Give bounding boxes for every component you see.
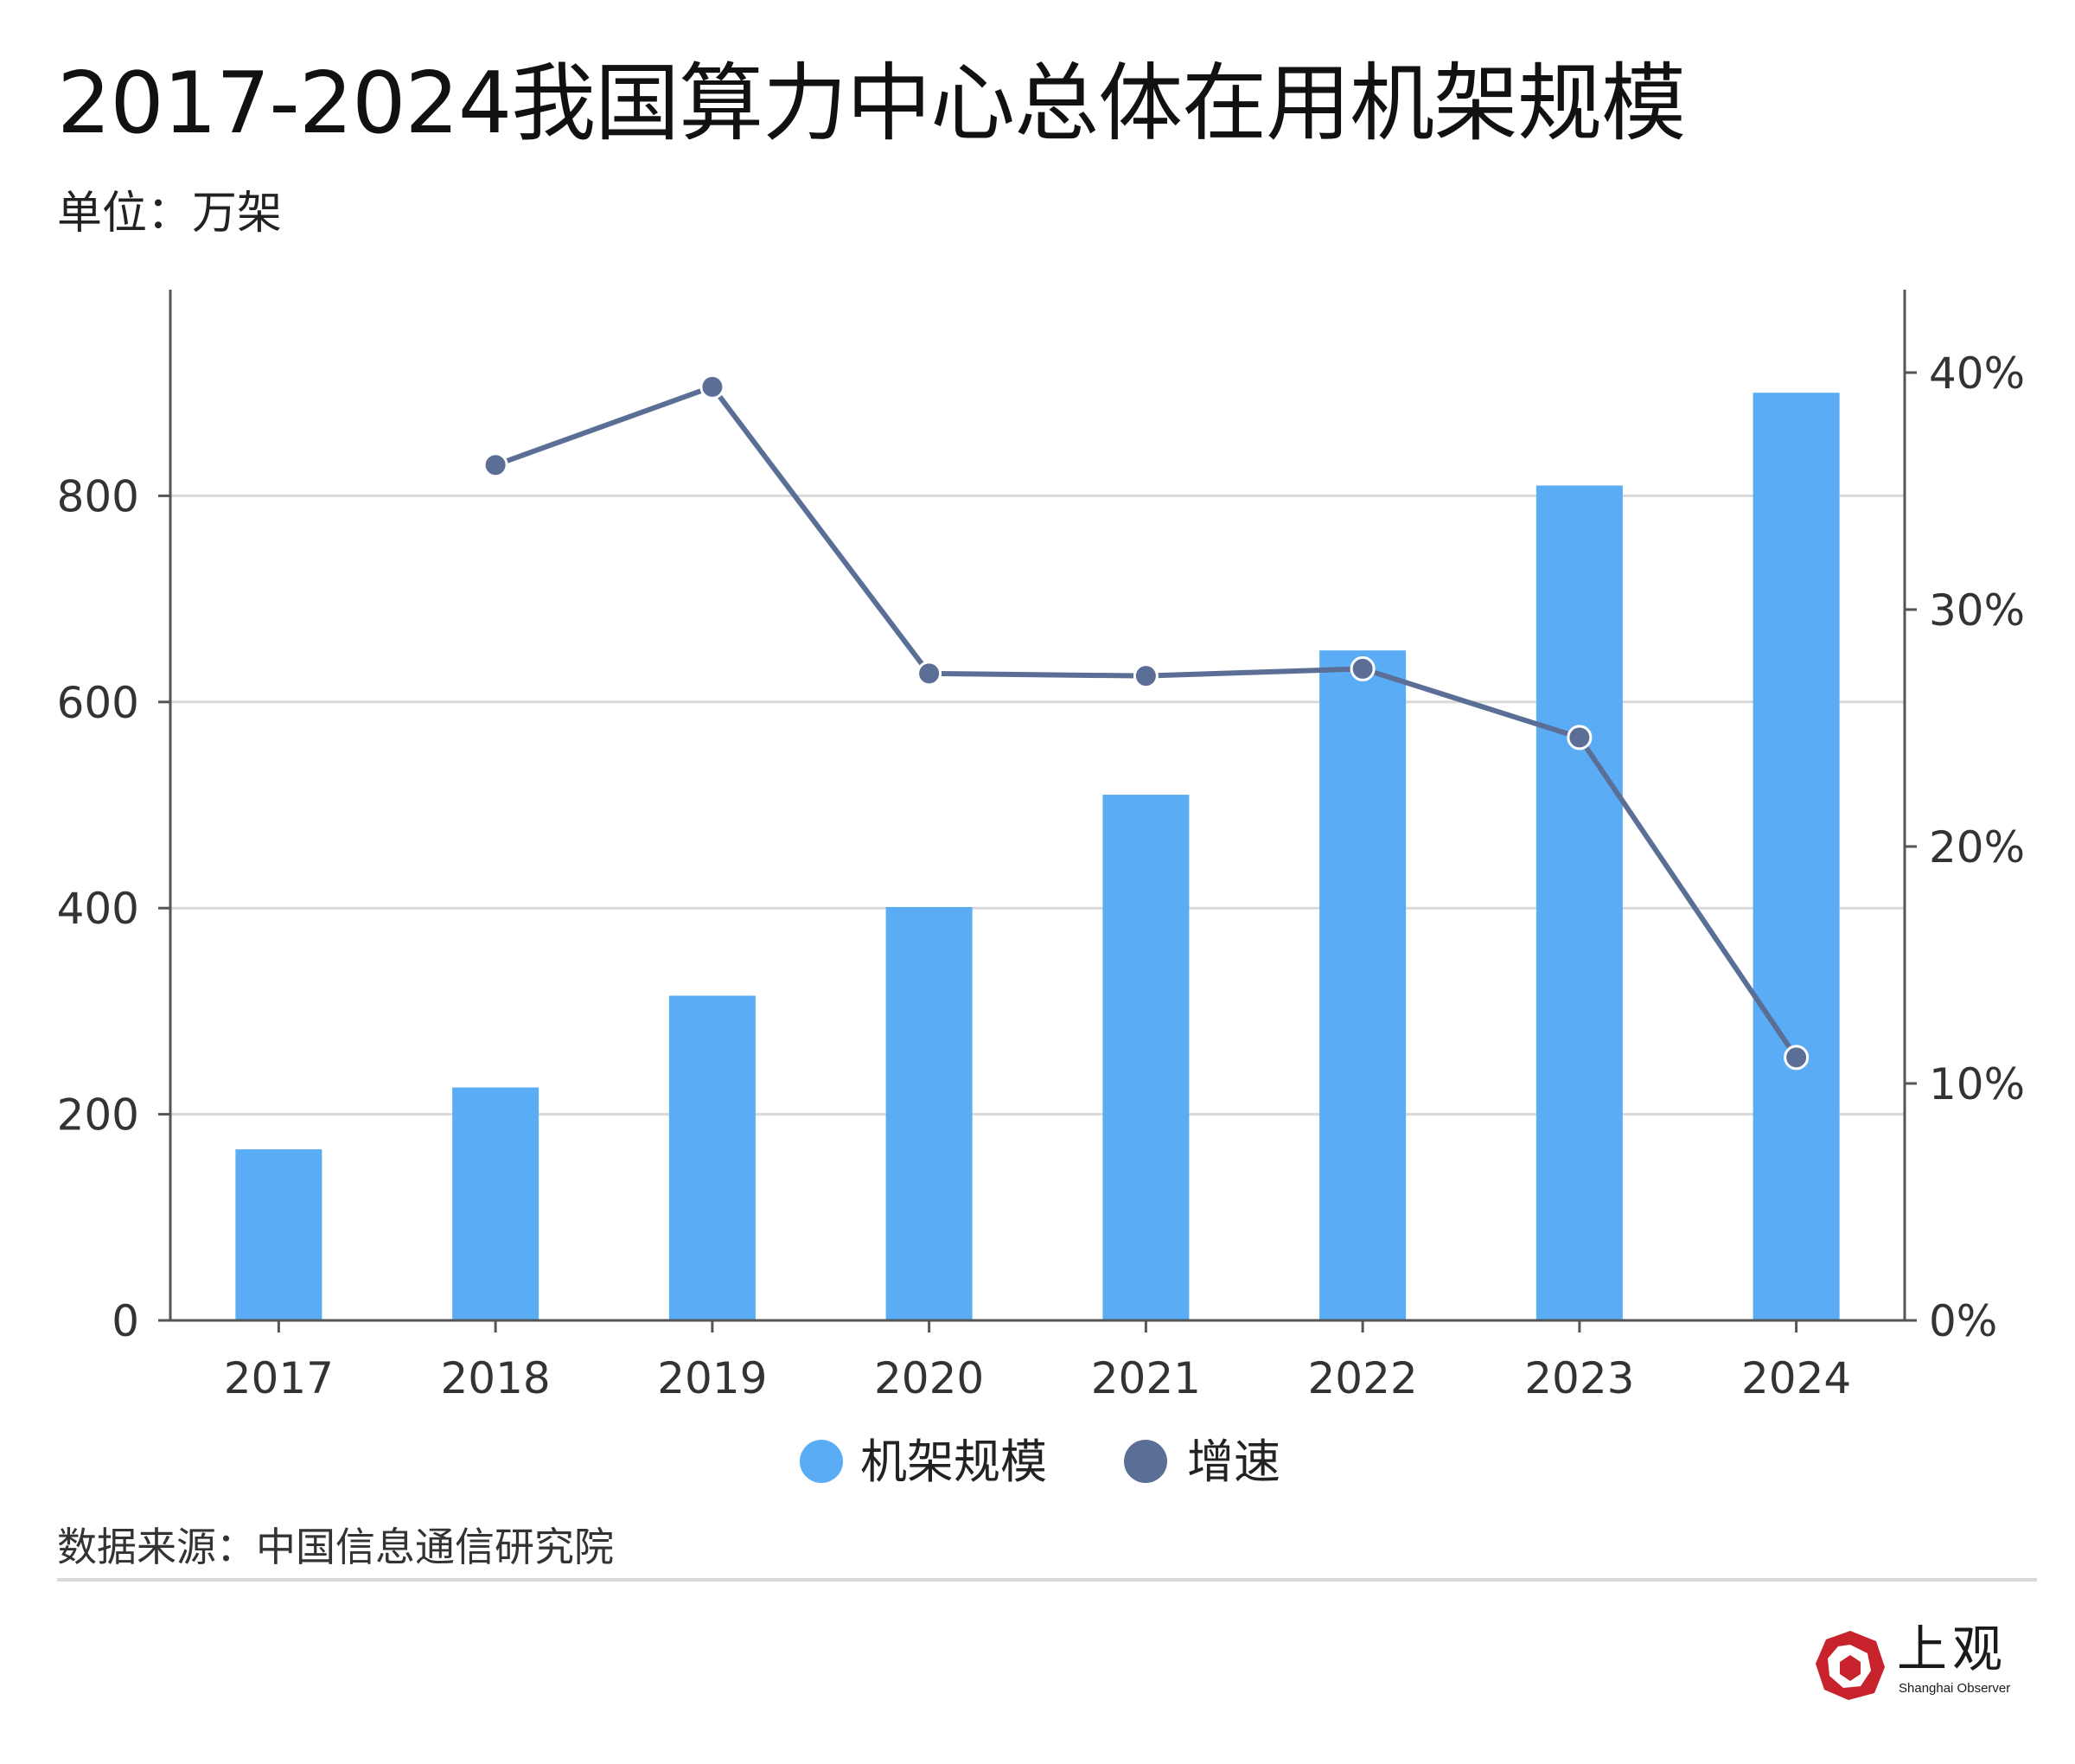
data-source: 数据来源：中国信息通信研究院 [57,1524,614,1570]
x-tick-label: 2017 [224,1353,334,1403]
x-tick-label: 2024 [1741,1353,1851,1403]
growth-point-2021 [1133,663,1159,689]
bar-2024 [1753,393,1840,1321]
growth-point-2018 [482,452,508,478]
x-tick-label: 2018 [441,1353,551,1403]
bar-2021 [1102,795,1190,1320]
chart: 0 200 400 600 800 0% 10% 20% 30% 40% 2017 2018 2019 2… [57,290,2025,1489]
bar-2022 [1319,650,1407,1320]
logo-text: 上观 [1897,1620,2008,1678]
growth-point-2022 [1350,655,1376,681]
y-left-tick-label: 600 [57,678,139,728]
legend-marker-bar [800,1440,843,1483]
growth-point-2024 [1784,1045,1810,1071]
bar-2020 [885,907,973,1320]
gridlines [170,494,1905,1116]
growth-point-2020 [916,661,942,687]
bar-series [235,393,1840,1321]
bar-2017 [235,1149,322,1320]
growth-point-2023 [1567,725,1593,751]
legend-label-line: 增速 [1187,1435,1280,1489]
x-tick-label: 2021 [1091,1353,1201,1403]
line-series [482,374,1810,1071]
y-right-tick-label: 20% [1929,822,2025,872]
chart-title: 2017-2024我国算力中心总体在用机架规模 [57,54,1686,153]
y-right-tick-label: 40% [1929,348,2025,399]
growth-point-2019 [699,374,725,399]
logo-icon [1816,1631,1885,1700]
y-right-tick-label: 10% [1929,1059,2025,1109]
bar-2023 [1536,485,1623,1320]
logo-subtitle: Shanghai Observer [1899,1681,2011,1696]
y-left-tick-label: 800 [57,471,139,521]
axes: 0 200 400 600 800 0% 10% 20% 30% 40% 2017 2018 2019 2… [57,290,2025,1403]
y-right-tick-label: 0% [1929,1296,1997,1346]
y-left-tick-label: 400 [57,884,139,934]
y-right-tick-label: 30% [1929,585,2025,636]
legend-label-bar: 机架规模 [860,1435,1047,1489]
legend-marker-line [1124,1440,1167,1483]
logo: 上观 Shanghai Observer [1814,1621,2021,1703]
bar-2019 [668,995,756,1320]
legend: 机架规模 增速 [800,1435,1280,1489]
x-tick-label: 2019 [657,1353,767,1403]
x-tick-label: 2023 [1524,1353,1634,1403]
x-tick-label: 2020 [874,1353,984,1403]
y-left-tick-label: 200 [57,1090,139,1141]
unit-label: 单位：万架 [57,188,283,240]
divider [57,1578,2037,1582]
x-tick-label: 2022 [1308,1353,1418,1403]
bar-2018 [452,1087,540,1320]
y-left-tick-label: 0 [112,1296,139,1346]
